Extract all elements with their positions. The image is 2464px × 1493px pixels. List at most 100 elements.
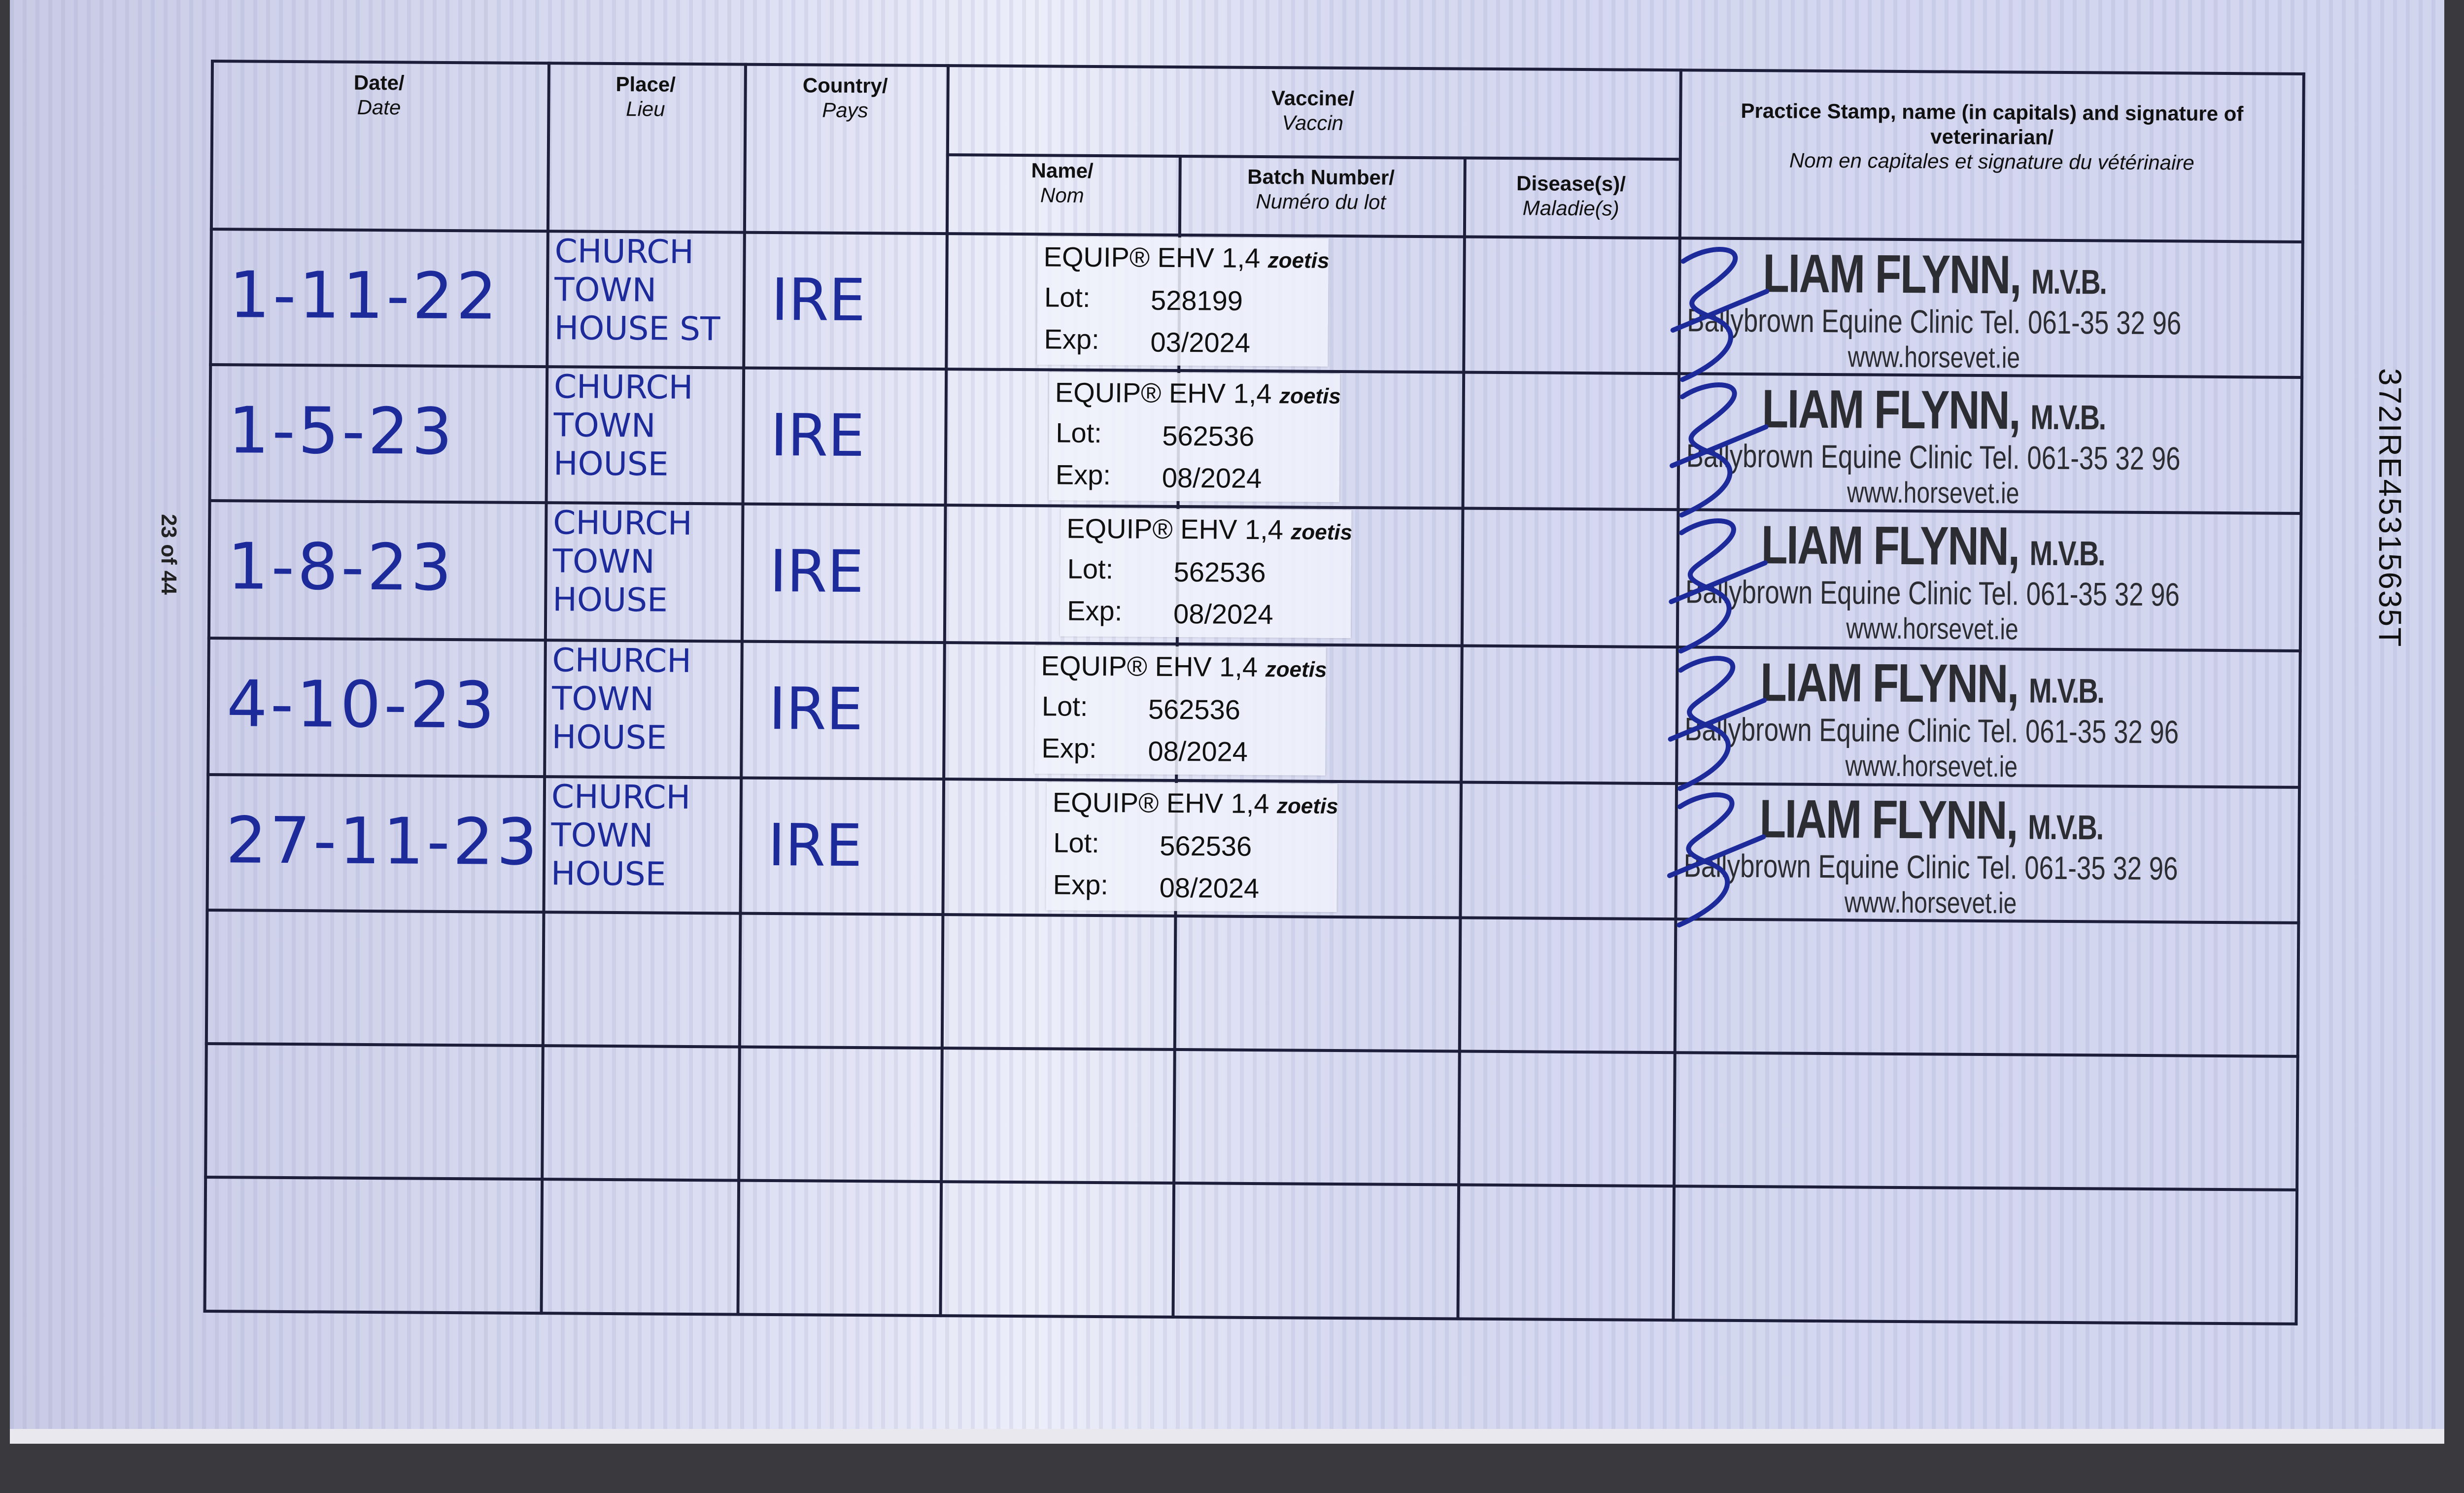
brand-logo: zoetis xyxy=(1279,384,1341,409)
exp-label: Exp: xyxy=(1044,323,1099,355)
sticker-product-line: EQUIP® EHV 1,4 zoetis xyxy=(1066,512,1352,546)
lot-label: Lot: xyxy=(1053,827,1099,859)
header-batch: Batch Number/Numéro du lot xyxy=(1178,164,1464,215)
vaccine-sticker: EQUIP® EHV 1,4 zoetis Lot: 528199 Exp: 0… xyxy=(1037,237,1330,367)
header-date-en: Date/ xyxy=(353,70,405,95)
passport-id: 372IRE45315635T xyxy=(2372,368,2408,648)
row-divider xyxy=(205,1042,2299,1058)
vaccine-name: EQUIP® EHV 1,4 xyxy=(1052,786,1269,819)
lot-label: Lot: xyxy=(1067,553,1114,585)
header-name-fr: Nom xyxy=(1040,183,1084,207)
entry-date: 27-11-23 xyxy=(225,803,541,880)
vet-title: M.V.B. xyxy=(2031,262,2106,302)
vet-title: M.V.B. xyxy=(2028,671,2104,711)
header-place: Place/Lieu xyxy=(547,71,744,122)
vet-name-text: LIAM FLYNN, xyxy=(1760,652,2019,714)
exp-date: 08/2024 xyxy=(1173,598,1273,630)
vaccine-name: EQUIP® EHV 1,4 xyxy=(1041,650,1258,682)
lot-number: 528199 xyxy=(1150,284,1243,316)
page-number: 23 of 44 xyxy=(156,514,181,595)
header-name-en: Name/ xyxy=(1031,159,1094,182)
entry-country: IRE xyxy=(768,674,863,744)
entry-date: 1-8-23 xyxy=(227,529,455,606)
header-place-en: Place/ xyxy=(616,72,676,96)
lot-label: Lot: xyxy=(1044,281,1091,313)
exp-date: 08/2024 xyxy=(1162,462,1262,494)
brand-logo: zoetis xyxy=(1291,520,1353,545)
vet-title: M.V.B. xyxy=(2030,398,2106,437)
table-row: 1-8-23 CHURCH TOWN HOUSE IRE EQUIP® EHV … xyxy=(211,60,2305,654)
vaccine-name: EQUIP® EHV 1,4 xyxy=(1043,241,1261,274)
exp-label: Exp: xyxy=(1055,459,1111,491)
vaccine-sticker: EQUIP® EHV 1,4 zoetis Lot: 562536 Exp: 0… xyxy=(1034,645,1327,776)
entry-date: 4-10-23 xyxy=(226,666,498,743)
header-disease: Disease(s)/Maladie(s) xyxy=(1463,171,1679,222)
exp-date: 03/2024 xyxy=(1150,326,1251,358)
lot-label: Lot: xyxy=(1056,417,1102,449)
vet-name-text: LIAM FLYNN, xyxy=(1762,378,2020,441)
exp-date: 08/2024 xyxy=(1148,735,1248,767)
header-date-fr: Date xyxy=(357,95,401,119)
entry-place: CHURCH TOWN HOUSE xyxy=(553,368,693,483)
vaccine-name: EQUIP® EHV 1,4 xyxy=(1055,376,1272,409)
vaccine-sticker: EQUIP® EHV 1,4 zoetis Lot: 562536 Exp: 0… xyxy=(1046,782,1338,912)
header-vet-fr: Nom en capitales et signature du vétérin… xyxy=(1789,148,2194,174)
brand-logo: zoetis xyxy=(1265,657,1327,682)
header-vet: Practice Stamp, name (in capitals) and s… xyxy=(1679,98,2305,176)
header-vet-en2: veterinarian/ xyxy=(1930,125,2054,149)
table-row: 1-11-22 CHURCH TOWN HOUSE ST IRE EQUIP® … xyxy=(211,60,2305,382)
entry-country: IRE xyxy=(770,401,865,470)
vet-signature xyxy=(1667,792,1766,928)
lot-number: 562536 xyxy=(1148,693,1241,725)
header-vet-en1: Practice Stamp, name (in capitals) and s… xyxy=(1741,99,2244,126)
entry-country: IRE xyxy=(769,537,864,606)
column-divider xyxy=(939,64,950,1318)
vet-signature xyxy=(1669,518,1768,654)
vet-signature xyxy=(1668,656,1767,791)
vet-title: M.V.B. xyxy=(2027,808,2103,847)
brand-logo: zoetis xyxy=(1276,794,1338,819)
vet-title: M.V.B. xyxy=(2029,534,2105,573)
header-place-fr: Lieu xyxy=(626,97,665,121)
header-batch-fr: Numéro du lot xyxy=(1256,189,1386,214)
header-vaccine-fr: Vaccin xyxy=(1282,111,1344,135)
header-disease-fr: Maladie(s) xyxy=(1522,196,1619,220)
header-date: Date/Date xyxy=(210,69,548,121)
table-row: 4-10-23 CHURCH TOWN HOUSE IRE EQUIP® EHV… xyxy=(211,60,2305,791)
exp-label: Exp: xyxy=(1041,732,1097,764)
vet-name-text: LIAM FLYNN, xyxy=(1761,514,2019,577)
exp-label: Exp: xyxy=(1053,869,1109,901)
header-batch-en: Batch Number/ xyxy=(1247,165,1395,189)
table-row: 1-5-23 CHURCH TOWN HOUSE IRE EQUIP® EHV … xyxy=(211,60,2305,518)
sticker-product-line: EQUIP® EHV 1,4 zoetis xyxy=(1055,376,1341,410)
lot-number: 562536 xyxy=(1162,420,1255,452)
entry-date: 1-5-23 xyxy=(228,393,456,470)
vet-name-text: LIAM FLYNN, xyxy=(1762,243,2021,305)
header-name: Name/Nom xyxy=(946,158,1179,208)
lot-number: 562536 xyxy=(1160,830,1252,862)
vet-name-text: LIAM FLYNN, xyxy=(1759,788,2018,851)
sticker-product-line: EQUIP® EHV 1,4 zoetis xyxy=(1043,240,1329,274)
brand-logo: zoetis xyxy=(1267,248,1330,273)
header-country: Country/Pays xyxy=(744,73,947,124)
row-divider xyxy=(204,1175,2299,1191)
vaccine-name: EQUIP® EHV 1,4 xyxy=(1066,512,1284,545)
sticker-product-line: EQUIP® EHV 1,4 zoetis xyxy=(1041,649,1327,683)
vet-signature xyxy=(1670,382,1769,518)
entry-country: IRE xyxy=(767,811,863,880)
passport-page: 23 of 44 372IRE45315635T Date/Date Place… xyxy=(10,0,2444,1444)
column-divider xyxy=(540,62,550,1315)
vet-signature xyxy=(1670,247,1770,382)
header-country-fr: Pays xyxy=(822,98,868,122)
vaccine-sticker: EQUIP® EHV 1,4 zoetis Lot: 562536 Exp: 0… xyxy=(1060,508,1352,639)
header-disease-en: Disease(s)/ xyxy=(1516,171,1626,196)
table-row: 27-11-23 CHURCH TOWN HOUSE IRE EQUIP® EH… xyxy=(211,60,2305,928)
header-vaccine: Vaccine/Vaccin xyxy=(946,84,1679,137)
vaccination-table: Date/Date Place/Lieu Country/Pays Vaccin… xyxy=(203,60,2305,1325)
column-divider xyxy=(1456,156,1467,1321)
entry-date: 1-11-22 xyxy=(229,257,500,334)
exp-date: 08/2024 xyxy=(1159,872,1260,904)
header-country-en: Country/ xyxy=(802,73,888,98)
entry-place: CHURCH TOWN HOUSE xyxy=(552,504,692,619)
entry-country: IRE xyxy=(771,265,866,335)
